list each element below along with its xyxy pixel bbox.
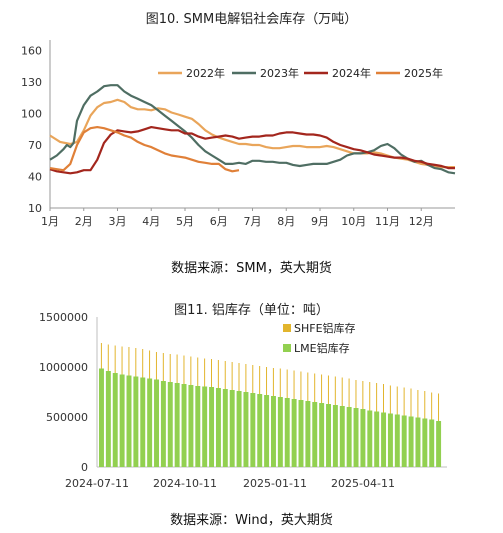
lme-bar (147, 378, 153, 467)
y-tick-label: 130 (21, 76, 42, 89)
lme-bar (99, 368, 104, 467)
x-tick-label: 11月 (375, 215, 400, 228)
y-tick-label: 0 (81, 461, 88, 474)
series-line (49, 126, 240, 173)
lme-bar (387, 413, 393, 467)
x-tick-label: 10月 (341, 215, 366, 228)
lme-bar (367, 410, 373, 467)
x-tick-label: 5月 (176, 215, 194, 228)
legend-swatch (283, 324, 291, 332)
y-tick-label: 70 (28, 139, 42, 152)
lme-bar (408, 416, 414, 467)
lme-bar (415, 417, 421, 467)
lme-bar (195, 386, 201, 467)
legend-label: LME铝库存 (294, 341, 350, 355)
x-tick-label: 6月 (210, 215, 228, 228)
inventory-line-chart: 10 40 70 100 130 160 1月 2月 3月 4月 5月 6月 7月 8月 9月 10月 11月 1… (21, 40, 456, 228)
legend-label: 2025年 (404, 66, 443, 80)
y-tick-label: 100 (21, 108, 42, 121)
x-tick-label: 2025-01-11 (243, 477, 307, 490)
y-tick-label: 1500000 (39, 311, 88, 324)
inventory-line-chart-panel: 图10. SMM电解铝社会库存（万吨） 10 40 70 100 130 160 1月 2月 3… (21, 12, 456, 276)
aluminum-stock-bar-chart-panel: 图11. 铝库存（单位：吨） 0 500000 1000000 1500000 2024… (0, 292, 503, 533)
y-tick-label: 10 (28, 202, 42, 215)
lme-bar (353, 408, 359, 467)
legend-label: SHFE铝库存 (294, 321, 356, 335)
x-tick-label: 9月 (311, 215, 329, 228)
lme-bar (215, 388, 221, 467)
lme-bar (381, 412, 387, 467)
lme-bar (429, 419, 435, 467)
y-tick-label: 500000 (46, 411, 88, 424)
x-tick-label: 7月 (244, 215, 262, 228)
lme-bar (154, 379, 159, 467)
x-tick-label: 2024-10-11 (153, 477, 217, 490)
lme-bar (332, 405, 338, 467)
lme-bar (305, 401, 311, 467)
lme-bar (181, 384, 187, 467)
series-line (49, 126, 455, 175)
x-tick-label: 2024-07-11 (65, 477, 129, 490)
lme-bar (326, 404, 331, 467)
lme-bar (422, 418, 428, 467)
lme-bar (167, 382, 173, 467)
y-tick-label: 160 (21, 45, 42, 58)
lme-bar (236, 391, 242, 467)
lme-bar (140, 377, 146, 467)
x-tick-label: 2025-04-11 (331, 477, 395, 490)
y-tick-label: 40 (28, 171, 42, 184)
lme-bar (374, 411, 380, 467)
lme-bar (291, 399, 297, 467)
legend-swatch (283, 344, 291, 352)
x-tick-label: 12月 (409, 215, 434, 228)
series-line (49, 84, 456, 175)
legend-label: 2024年 (332, 66, 371, 80)
lme-bar (436, 421, 442, 467)
lme-bar (298, 400, 304, 467)
lme-bar (160, 381, 166, 467)
lme-bar (105, 371, 111, 467)
aluminum-stock-bar-chart: 0 500000 1000000 1500000 2024-07-11 2024-10-1… (39, 311, 447, 490)
lme-bar (243, 392, 249, 467)
x-tick-label: 1月 (41, 215, 59, 228)
lme-bar (264, 395, 270, 467)
chart-title: 图10. SMM电解铝社会库存（万吨） (145, 12, 358, 27)
x-tick-label: 8月 (277, 215, 295, 228)
lme-bar (174, 383, 180, 467)
lme-bar (202, 386, 208, 467)
x-tick-label: 2月 (75, 215, 93, 228)
lme-bar (112, 373, 118, 467)
lme-bar (229, 390, 235, 467)
lme-bar (346, 407, 352, 467)
lme-bar (360, 409, 366, 467)
lme-bar (394, 414, 400, 467)
lme-bar (312, 402, 318, 467)
lme-bar (250, 393, 256, 467)
lme-bar (119, 374, 125, 467)
lme-bar (401, 415, 407, 467)
chart-source: 数据来源：SMM，英大期货 (171, 261, 332, 276)
lme-bar (319, 403, 325, 467)
legend-label: 2022年 (186, 66, 225, 80)
x-tick-label: 3月 (109, 215, 127, 228)
lme-bar (277, 397, 283, 467)
chart-title: 图11. 铝库存（单位：吨） (174, 303, 329, 318)
lme-bar (284, 398, 290, 467)
lme-bar (271, 396, 276, 467)
lme-bar (339, 406, 345, 467)
lme-bar (257, 394, 263, 467)
y-tick-label: 1000000 (39, 361, 88, 374)
lme-bar (188, 385, 194, 467)
legend-label: 2023年 (260, 66, 299, 80)
lme-bar (126, 375, 132, 467)
lme-bar (133, 376, 139, 467)
lme-bar (222, 389, 228, 467)
chart-source: 数据来源：Wind，英大期货 (170, 513, 333, 528)
lme-bar (209, 387, 215, 467)
x-tick-label: 4月 (142, 215, 160, 228)
